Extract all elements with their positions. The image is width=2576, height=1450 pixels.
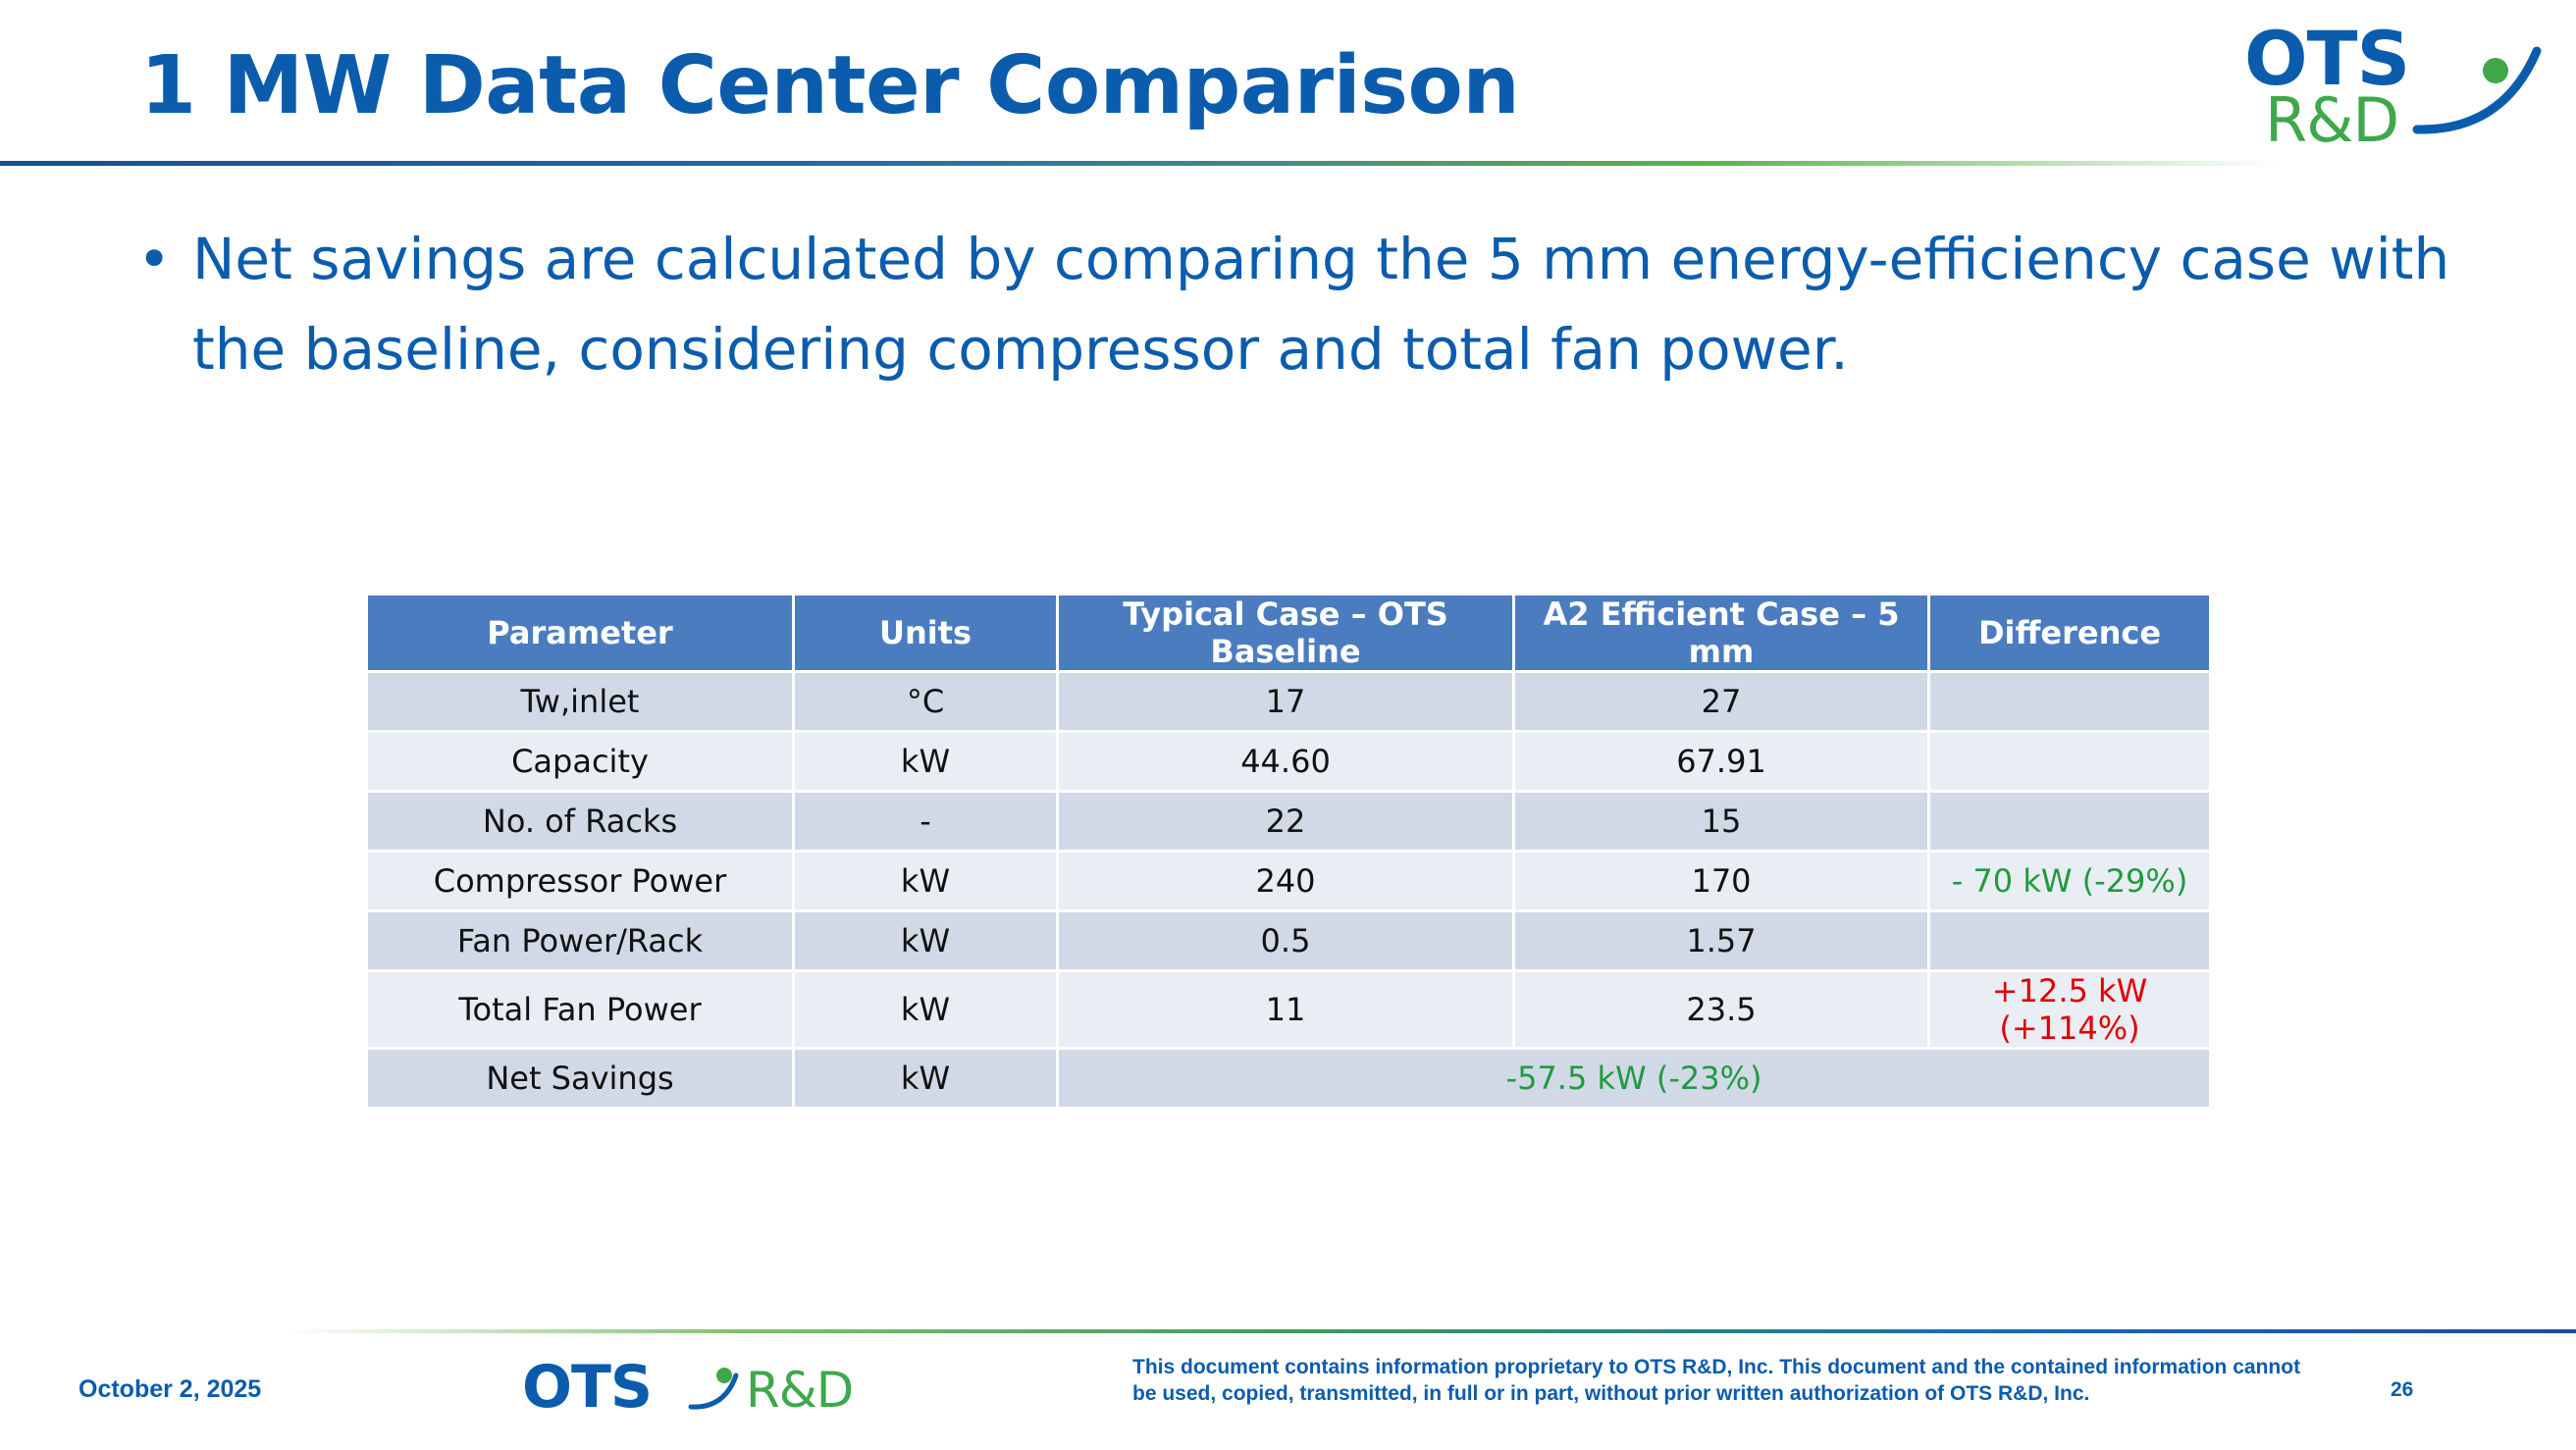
cell-difference-increase: +12.5 kW (+114%) <box>1927 969 2212 1050</box>
logo-ots-text: OTS <box>2244 15 2410 102</box>
bullet-dot-icon: • <box>137 226 172 292</box>
table-row: Total Fan Power kW 11 23.5 +12.5 kW (+11… <box>365 969 2212 1050</box>
cell-efficient: 27 <box>1512 670 1930 733</box>
cell-difference <box>1927 670 2212 733</box>
table-header-row: Parameter Units Typical Case – OTS Basel… <box>365 593 2212 673</box>
cell-units: - <box>792 790 1059 853</box>
net-savings-row: Net Savings kW -57.5 kW (-23%) <box>365 1047 2212 1110</box>
cell-parameter: Fan Power/Rack <box>365 909 795 972</box>
header-units: Units <box>792 593 1059 673</box>
table-row: Fan Power/Rack kW 0.5 1.57 <box>365 909 2212 972</box>
cell-units: kW <box>792 850 1059 912</box>
cell-parameter: Capacity <box>365 730 795 793</box>
footer-date: October 2, 2025 <box>79 1375 262 1403</box>
net-savings-value: -57.5 kW (-23%) <box>1056 1047 2212 1110</box>
cell-typical: 22 <box>1056 790 1515 853</box>
cell-typical: 17 <box>1056 670 1515 733</box>
cell-difference <box>1927 790 2212 853</box>
cell-units: kW <box>792 1047 1059 1110</box>
table-row: No. of Racks - 22 15 <box>365 790 2212 853</box>
slide-title: 1 MW Data Center Comparison <box>140 39 1520 132</box>
cell-parameter: Compressor Power <box>365 850 795 912</box>
cell-typical: 0.5 <box>1056 909 1515 972</box>
cell-typical: 240 <box>1056 850 1515 912</box>
cell-difference-savings: - 70 kW (-29%) <box>1927 850 2212 912</box>
ots-logo: OTS R&D <box>2237 22 2551 159</box>
footer-logo: OTS R&D <box>522 1354 875 1424</box>
cell-units: °C <box>792 670 1059 733</box>
cell-efficient: 170 <box>1512 850 1930 912</box>
header-efficient-case: A2 Efficient Case – 5 mm <box>1512 593 1930 673</box>
cell-efficient: 15 <box>1512 790 1930 853</box>
cell-units: kW <box>792 730 1059 793</box>
footer-logo-ots-text: OTS <box>522 1353 653 1422</box>
table-row: Capacity kW 44.60 67.91 <box>365 730 2212 793</box>
cell-difference <box>1927 909 2212 972</box>
page-number: 26 <box>2391 1378 2414 1401</box>
cell-units: kW <box>792 909 1059 972</box>
logo-swoosh-icon <box>2412 46 2542 134</box>
cell-parameter: No. of Racks <box>365 790 795 853</box>
cell-parameter: Net Savings <box>365 1047 795 1110</box>
header-parameter: Parameter <box>365 593 795 673</box>
table-row: Compressor Power kW 240 170 - 70 kW (-29… <box>365 850 2212 912</box>
proprietary-notice: This document contains information propr… <box>1132 1356 2301 1405</box>
header-typical-case: Typical Case – OTS Baseline <box>1056 593 1515 673</box>
cell-difference <box>1927 730 2212 793</box>
header-difference: Difference <box>1927 593 2212 673</box>
cell-parameter: Total Fan Power <box>365 969 795 1050</box>
cell-efficient: 67.91 <box>1512 730 1930 793</box>
logo-rd-text: R&D <box>2265 84 2399 156</box>
cell-efficient: 23.5 <box>1512 969 1930 1050</box>
cell-parameter: Tw,inlet <box>365 670 795 733</box>
cell-typical: 44.60 <box>1056 730 1515 793</box>
comparison-table: Parameter Units Typical Case – OTS Basel… <box>365 593 2212 1110</box>
table-row: Tw,inlet °C 17 27 <box>365 670 2212 733</box>
cell-units: kW <box>792 969 1059 1050</box>
footer-divider <box>285 1329 2576 1333</box>
footer-logo-rd-text: R&D <box>746 1362 854 1419</box>
footer-logo-swoosh-icon <box>688 1368 739 1410</box>
bullet-text: Net savings are calculated by comparing … <box>192 226 2450 383</box>
cell-efficient: 1.57 <box>1512 909 1930 972</box>
cell-typical: 11 <box>1056 969 1515 1050</box>
title-divider <box>0 161 2282 166</box>
